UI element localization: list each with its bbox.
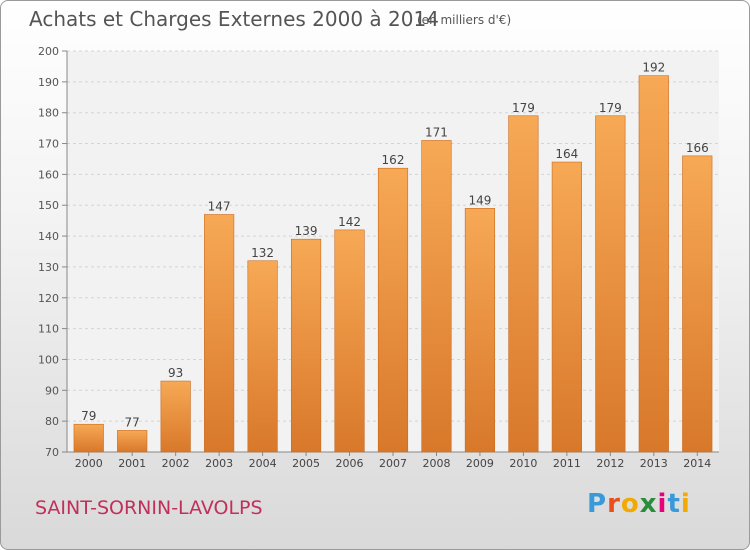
- x-tick-label: 2012: [596, 457, 624, 470]
- y-tick-label: 80: [45, 415, 59, 428]
- logo-letter: P: [587, 489, 608, 519]
- bar: [290, 238, 322, 453]
- x-tick-label: 2004: [249, 457, 277, 470]
- bar: [638, 75, 669, 453]
- y-tick-label: 100: [38, 353, 59, 366]
- label-layer: 7080901001101201301401501601701801902007…: [38, 45, 711, 470]
- bar: [334, 229, 365, 453]
- bar: [117, 430, 148, 453]
- bar-value-label: 192: [642, 61, 665, 75]
- bar-value-label: 149: [468, 193, 491, 207]
- bar: [204, 214, 235, 453]
- x-tick-label: 2011: [553, 457, 581, 470]
- x-tick-label: 2003: [205, 457, 233, 470]
- x-tick-label: 2005: [292, 457, 320, 470]
- y-tick-label: 140: [38, 230, 59, 243]
- y-tick-label: 120: [38, 292, 59, 305]
- bar: [160, 380, 191, 453]
- x-tick-label: 2009: [466, 457, 494, 470]
- bar-value-label: 179: [512, 101, 535, 115]
- y-tick-label: 170: [38, 138, 59, 151]
- chart-title: Achats et Charges Externes 2000 à 2014: [29, 7, 439, 31]
- bar-value-label: 132: [251, 246, 274, 260]
- y-tick-label: 190: [38, 76, 59, 89]
- y-tick-label: 200: [38, 45, 59, 58]
- logo-letter: o: [620, 489, 640, 519]
- y-tick-label: 150: [38, 199, 59, 212]
- x-tick-label: 2001: [118, 457, 146, 470]
- logo-letter: i: [657, 489, 668, 519]
- bar-value-label: 93: [168, 366, 183, 380]
- chart-subtitle: (en milliers d'€): [417, 13, 512, 27]
- x-tick-label: 2007: [379, 457, 407, 470]
- bar-value-label: 77: [125, 415, 140, 429]
- bar: [421, 140, 452, 453]
- x-tick-label: 2014: [683, 457, 711, 470]
- bar: [247, 260, 278, 453]
- x-tick-label: 2006: [336, 457, 364, 470]
- bar-value-label: 79: [81, 409, 96, 423]
- y-tick-label: 70: [45, 446, 59, 459]
- logo-letter: r: [607, 489, 621, 519]
- x-tick-label: 2000: [75, 457, 103, 470]
- x-tick-label: 2002: [162, 457, 190, 470]
- bar-layer: [73, 75, 713, 453]
- bar-value-label: 139: [295, 224, 318, 238]
- x-tick-label: 2010: [509, 457, 537, 470]
- bar-value-label: 171: [425, 125, 448, 139]
- bar: [508, 115, 539, 453]
- bar: [682, 155, 713, 453]
- bar-value-label: 166: [686, 141, 709, 155]
- logo-letter: i: [680, 489, 691, 519]
- bar: [551, 161, 582, 453]
- y-tick-label: 160: [38, 168, 59, 181]
- bar: [377, 167, 409, 453]
- bar-value-label: 162: [382, 153, 405, 167]
- bar: [73, 423, 104, 453]
- bar-value-label: 179: [599, 101, 622, 115]
- bar-value-label: 164: [555, 147, 578, 161]
- bar-value-label: 142: [338, 215, 361, 229]
- proxiti-logo[interactable]: Proxiti: [587, 489, 691, 519]
- y-tick-label: 180: [38, 107, 59, 120]
- logo-letter: t: [667, 489, 681, 519]
- x-tick-label: 2013: [640, 457, 668, 470]
- y-tick-label: 90: [45, 384, 59, 397]
- x-tick-label: 2008: [422, 457, 450, 470]
- bar: [595, 115, 626, 453]
- y-tick-label: 110: [38, 323, 59, 336]
- y-tick-label: 130: [38, 261, 59, 274]
- commune-name: SAINT-SORNIN-LAVOLPS: [35, 497, 263, 519]
- bar-value-label: 147: [208, 199, 231, 213]
- bar: [464, 208, 496, 453]
- logo-letter: x: [639, 489, 658, 519]
